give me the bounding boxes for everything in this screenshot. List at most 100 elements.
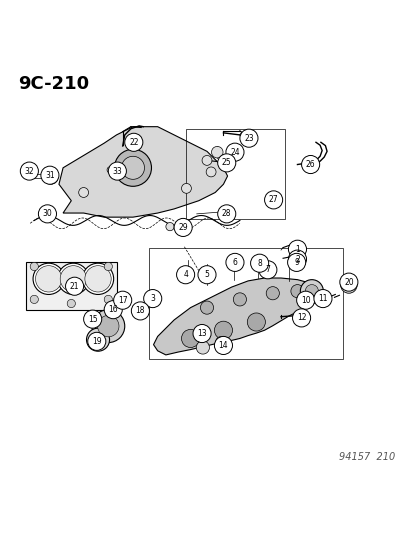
- PathPatch shape: [59, 127, 227, 217]
- Circle shape: [181, 329, 199, 348]
- Text: 32: 32: [24, 167, 34, 175]
- Text: 28: 28: [221, 209, 231, 219]
- Text: 33: 33: [112, 167, 122, 175]
- Circle shape: [33, 263, 64, 294]
- Circle shape: [30, 262, 38, 271]
- Circle shape: [92, 310, 124, 343]
- Circle shape: [266, 287, 279, 300]
- Circle shape: [264, 191, 282, 209]
- Text: 2: 2: [294, 255, 299, 264]
- Text: 4: 4: [183, 270, 188, 279]
- Text: 25: 25: [221, 158, 231, 167]
- Circle shape: [89, 316, 96, 322]
- Circle shape: [181, 183, 191, 193]
- Circle shape: [20, 162, 38, 180]
- Text: 9C-210: 9C-210: [18, 75, 89, 93]
- Circle shape: [36, 265, 62, 292]
- Circle shape: [214, 321, 232, 340]
- Circle shape: [176, 265, 194, 284]
- Circle shape: [197, 265, 216, 284]
- Circle shape: [104, 295, 112, 303]
- Circle shape: [287, 253, 305, 271]
- Circle shape: [124, 133, 142, 151]
- Circle shape: [97, 316, 119, 337]
- Circle shape: [301, 156, 319, 174]
- Circle shape: [225, 143, 243, 161]
- Circle shape: [196, 341, 209, 354]
- Text: 18: 18: [135, 306, 145, 316]
- Text: 21: 21: [70, 282, 79, 290]
- Circle shape: [41, 166, 59, 184]
- Text: 13: 13: [197, 329, 206, 338]
- Text: 94157  210: 94157 210: [338, 452, 394, 462]
- Circle shape: [299, 280, 323, 303]
- Text: 26: 26: [305, 160, 315, 169]
- Text: 19: 19: [92, 337, 101, 346]
- Circle shape: [108, 162, 126, 180]
- Circle shape: [121, 156, 144, 179]
- Circle shape: [83, 310, 102, 328]
- Circle shape: [82, 263, 114, 294]
- Circle shape: [211, 147, 223, 158]
- Text: 1: 1: [294, 245, 299, 254]
- Circle shape: [296, 291, 314, 309]
- Circle shape: [174, 219, 192, 237]
- Text: 30: 30: [43, 209, 52, 219]
- Circle shape: [143, 289, 161, 308]
- Circle shape: [206, 167, 216, 177]
- Circle shape: [339, 273, 357, 291]
- Circle shape: [166, 222, 174, 231]
- Circle shape: [60, 265, 86, 292]
- Circle shape: [131, 302, 149, 320]
- Circle shape: [215, 336, 227, 348]
- Circle shape: [258, 261, 276, 279]
- Circle shape: [47, 173, 55, 181]
- Bar: [186, 129, 285, 219]
- Circle shape: [217, 205, 235, 223]
- PathPatch shape: [153, 278, 321, 355]
- Circle shape: [233, 293, 246, 306]
- Circle shape: [202, 156, 211, 165]
- Circle shape: [67, 300, 75, 308]
- Text: 12: 12: [296, 313, 306, 322]
- Text: 14: 14: [218, 341, 228, 350]
- Circle shape: [288, 240, 306, 259]
- Circle shape: [78, 188, 88, 197]
- Circle shape: [86, 328, 109, 351]
- Circle shape: [114, 291, 131, 309]
- Text: 20: 20: [343, 278, 353, 287]
- Circle shape: [30, 295, 38, 303]
- Text: 27: 27: [268, 196, 278, 204]
- Text: 5: 5: [204, 270, 209, 279]
- Text: 23: 23: [244, 134, 253, 143]
- Circle shape: [43, 169, 58, 184]
- Circle shape: [225, 253, 243, 271]
- Circle shape: [57, 263, 89, 294]
- Text: 7: 7: [265, 265, 270, 274]
- Circle shape: [38, 205, 56, 223]
- Circle shape: [239, 129, 257, 147]
- Circle shape: [247, 313, 265, 331]
- Circle shape: [114, 149, 151, 187]
- Circle shape: [200, 301, 213, 314]
- Text: 24: 24: [230, 148, 239, 157]
- Circle shape: [88, 332, 106, 350]
- Text: 11: 11: [318, 294, 327, 303]
- Text: 9: 9: [294, 258, 298, 267]
- Circle shape: [192, 325, 211, 343]
- Circle shape: [214, 336, 232, 354]
- Text: 15: 15: [88, 314, 97, 324]
- Text: 17: 17: [118, 296, 127, 305]
- Circle shape: [135, 308, 143, 316]
- Circle shape: [104, 301, 122, 319]
- Circle shape: [304, 285, 318, 298]
- Bar: [149, 248, 342, 359]
- Circle shape: [107, 167, 114, 173]
- Text: 3: 3: [150, 294, 155, 303]
- Circle shape: [290, 285, 303, 298]
- Circle shape: [292, 309, 310, 327]
- Circle shape: [85, 265, 111, 292]
- Text: 31: 31: [45, 171, 55, 180]
- Circle shape: [217, 154, 235, 172]
- Circle shape: [340, 277, 356, 293]
